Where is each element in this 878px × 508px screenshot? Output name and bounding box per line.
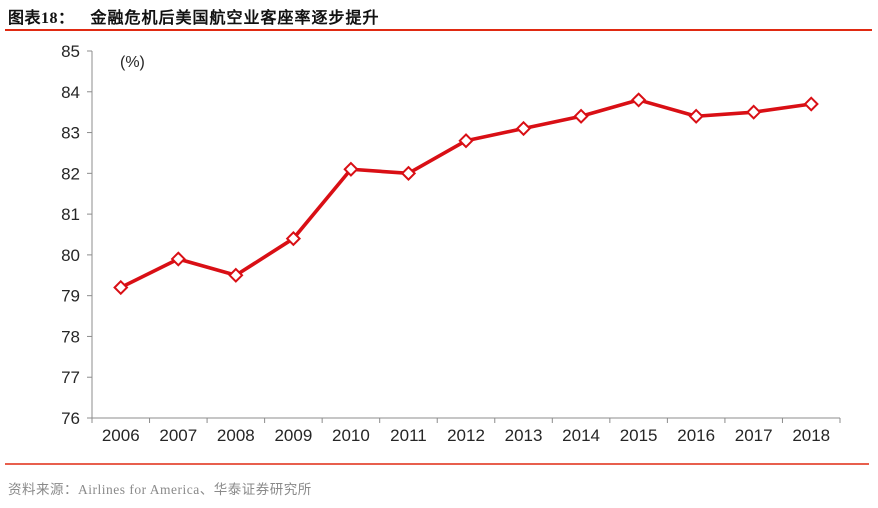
data-point-marker (400, 165, 417, 181)
data-point-marker (113, 279, 129, 296)
header-rule (5, 29, 872, 31)
x-axis-tick-label: 2011 (390, 426, 427, 445)
x-axis-tick-label: 2012 (447, 426, 485, 445)
y-axis-tick-label: 78 (61, 327, 80, 346)
source-label: 资料来源： (8, 482, 78, 497)
x-axis-tick-label: 2016 (677, 426, 715, 445)
figure-header: 图表18： 金融危机后美国航空业客座率逐步提升 (8, 4, 870, 28)
data-point-marker (458, 133, 474, 149)
data-point-marker (343, 161, 359, 177)
figure-title: 金融危机后美国航空业客座率逐步提升 (90, 10, 380, 27)
x-axis-tick-label: 2015 (620, 426, 658, 445)
data-point-marker (228, 267, 244, 283)
figure-number-label: 图表18： (8, 10, 75, 27)
y-axis-tick-label: 84 (61, 83, 80, 102)
data-point-marker (803, 96, 819, 112)
y-axis-tick-label: 80 (61, 246, 80, 265)
data-point-marker (515, 120, 532, 137)
data-point-marker (285, 230, 301, 247)
data-point-marker (688, 108, 704, 124)
data-point-marker (631, 92, 647, 108)
x-axis-tick-label: 2008 (217, 426, 255, 445)
y-axis-tick-label: 76 (61, 409, 80, 428)
x-axis-tick-label: 2017 (735, 426, 773, 445)
x-axis-tick-label: 2018 (792, 426, 830, 445)
source-text: Airlines for America、华泰证券研究所 (78, 482, 312, 497)
source-note: 资料来源：Airlines for America、华泰证券研究所 (8, 478, 312, 498)
x-axis-tick-label: 2007 (159, 426, 197, 445)
y-axis-tick-label: 85 (61, 42, 80, 61)
data-point-marker (746, 104, 762, 120)
data-point-marker (170, 251, 186, 267)
y-axis-tick-label: 77 (61, 368, 80, 387)
y-axis-tick-label: 83 (61, 124, 80, 143)
y-axis-tick-label: 82 (61, 164, 80, 183)
y-axis-tick-label: 79 (61, 287, 80, 306)
x-axis-tick-label: 2009 (274, 426, 312, 445)
x-axis-tick-label: 2006 (102, 426, 140, 445)
y-axis-unit-label: (%) (120, 54, 145, 71)
x-axis-tick-label: 2013 (505, 426, 543, 445)
series-line (118, 98, 814, 290)
data-point-marker (573, 108, 589, 124)
x-axis-tick-label: 2014 (562, 426, 600, 445)
x-axis-tick-label: 2010 (332, 426, 370, 445)
footer-rule (5, 463, 869, 465)
y-axis-tick-label: 81 (61, 205, 80, 224)
